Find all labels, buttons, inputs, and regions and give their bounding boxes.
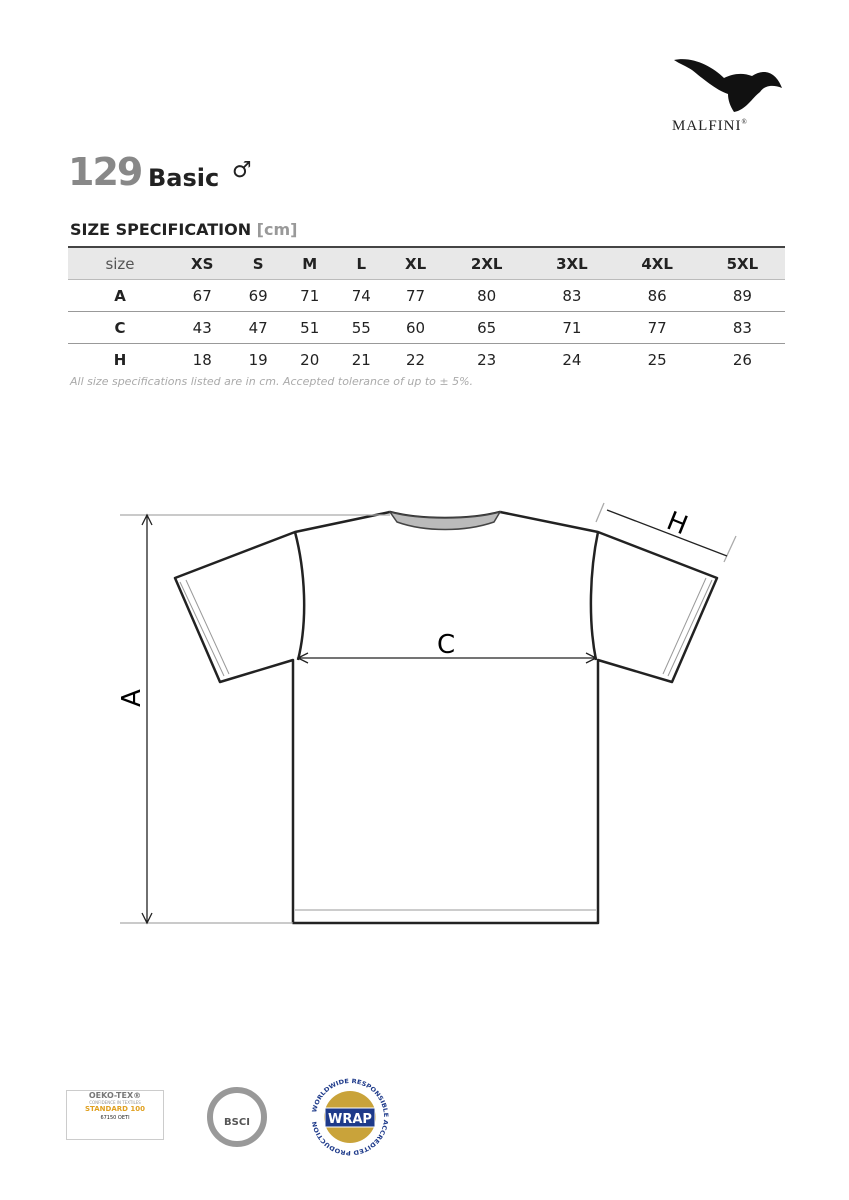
- row-label: H: [113, 350, 127, 369]
- row-label: C: [114, 318, 126, 337]
- label-c: C: [437, 630, 455, 660]
- row-label: A: [114, 286, 126, 305]
- table-row: C 43 47 51 55 60 65 71 77 83: [68, 311, 785, 344]
- table-cell: 89: [732, 286, 752, 305]
- header-cell: 2XL: [470, 254, 503, 273]
- table-cell: 83: [732, 318, 752, 337]
- header-cell: M: [302, 254, 318, 273]
- male-icon: ♂: [232, 158, 252, 183]
- table-cell: 47: [248, 318, 268, 337]
- tolerance-note: All size specifications listed are in cm…: [70, 375, 474, 388]
- header-cell: size: [105, 254, 135, 273]
- table-cell: 71: [562, 318, 582, 337]
- table-cell: 18: [192, 350, 212, 369]
- table-cell: 24: [562, 350, 582, 369]
- tshirt-diagram: A C H: [117, 502, 737, 925]
- table-cell: 80: [477, 286, 497, 305]
- table-cell: 22: [406, 350, 426, 369]
- table-cell: 43: [192, 318, 212, 337]
- table-cell: 74: [351, 286, 371, 305]
- header-cell: XL: [405, 254, 427, 273]
- collar: [388, 510, 502, 531]
- product-number: 129: [68, 150, 143, 194]
- table-row: A 67 69 71 74 77 80 83 86 89: [68, 279, 785, 312]
- label-h: H: [662, 506, 691, 541]
- table-cell: 69: [248, 286, 268, 305]
- table-cell: 71: [300, 286, 320, 305]
- spec-title: SIZE SPECIFICATION [cm]: [70, 220, 298, 239]
- table-cell: 60: [406, 318, 426, 337]
- size-table: size XS S M L XL 2XL 3XL 4XL 5XL A 67 69 71…: [68, 246, 785, 375]
- table-header-row: size XS S M L XL 2XL 3XL 4XL 5XL: [68, 247, 785, 280]
- table-cell: 19: [248, 350, 268, 369]
- table-cell: 51: [300, 318, 320, 337]
- tshirt-outline: [173, 510, 719, 925]
- table-cell: 67: [192, 286, 212, 305]
- table-cell: 86: [647, 286, 667, 305]
- table-cell: 26: [732, 350, 752, 369]
- table-row: H 18 19 20 21 22 23 24 25 26: [68, 343, 785, 376]
- bsci-badge: BSCI: [207, 1087, 267, 1147]
- table-cell: 23: [477, 350, 497, 369]
- header-cell: 3XL: [556, 254, 588, 273]
- header-cell: S: [252, 254, 264, 273]
- table-cell: 65: [477, 318, 497, 337]
- header-cell: XS: [191, 254, 214, 273]
- product-name: Basic: [148, 164, 220, 192]
- table-cell: 21: [351, 350, 371, 369]
- brand-name: MALFINI®: [672, 118, 748, 134]
- table-cell: 77: [647, 318, 667, 337]
- header-cell: L: [356, 254, 367, 273]
- measure-lines: [120, 502, 737, 925]
- header-cell: 5XL: [726, 254, 759, 273]
- table-cell: 25: [647, 350, 667, 369]
- table-cell: 77: [406, 286, 426, 305]
- eagle-logo-icon: [674, 59, 782, 112]
- oeko-tex-badge: OEKO-TEX® CONFIDENCE IN TEXTILES STANDAR…: [66, 1090, 164, 1140]
- table-cell: 83: [562, 286, 582, 305]
- wrap-badge: WORLDWIDE RESPONSIBLE ACCREDITED PRODUCT…: [311, 1078, 389, 1156]
- header-cell: 4XL: [641, 254, 673, 273]
- table-cell: 55: [351, 318, 371, 337]
- table-cell: 20: [300, 350, 320, 369]
- label-a: A: [117, 689, 147, 707]
- wrap-name: WRAP: [328, 1112, 372, 1127]
